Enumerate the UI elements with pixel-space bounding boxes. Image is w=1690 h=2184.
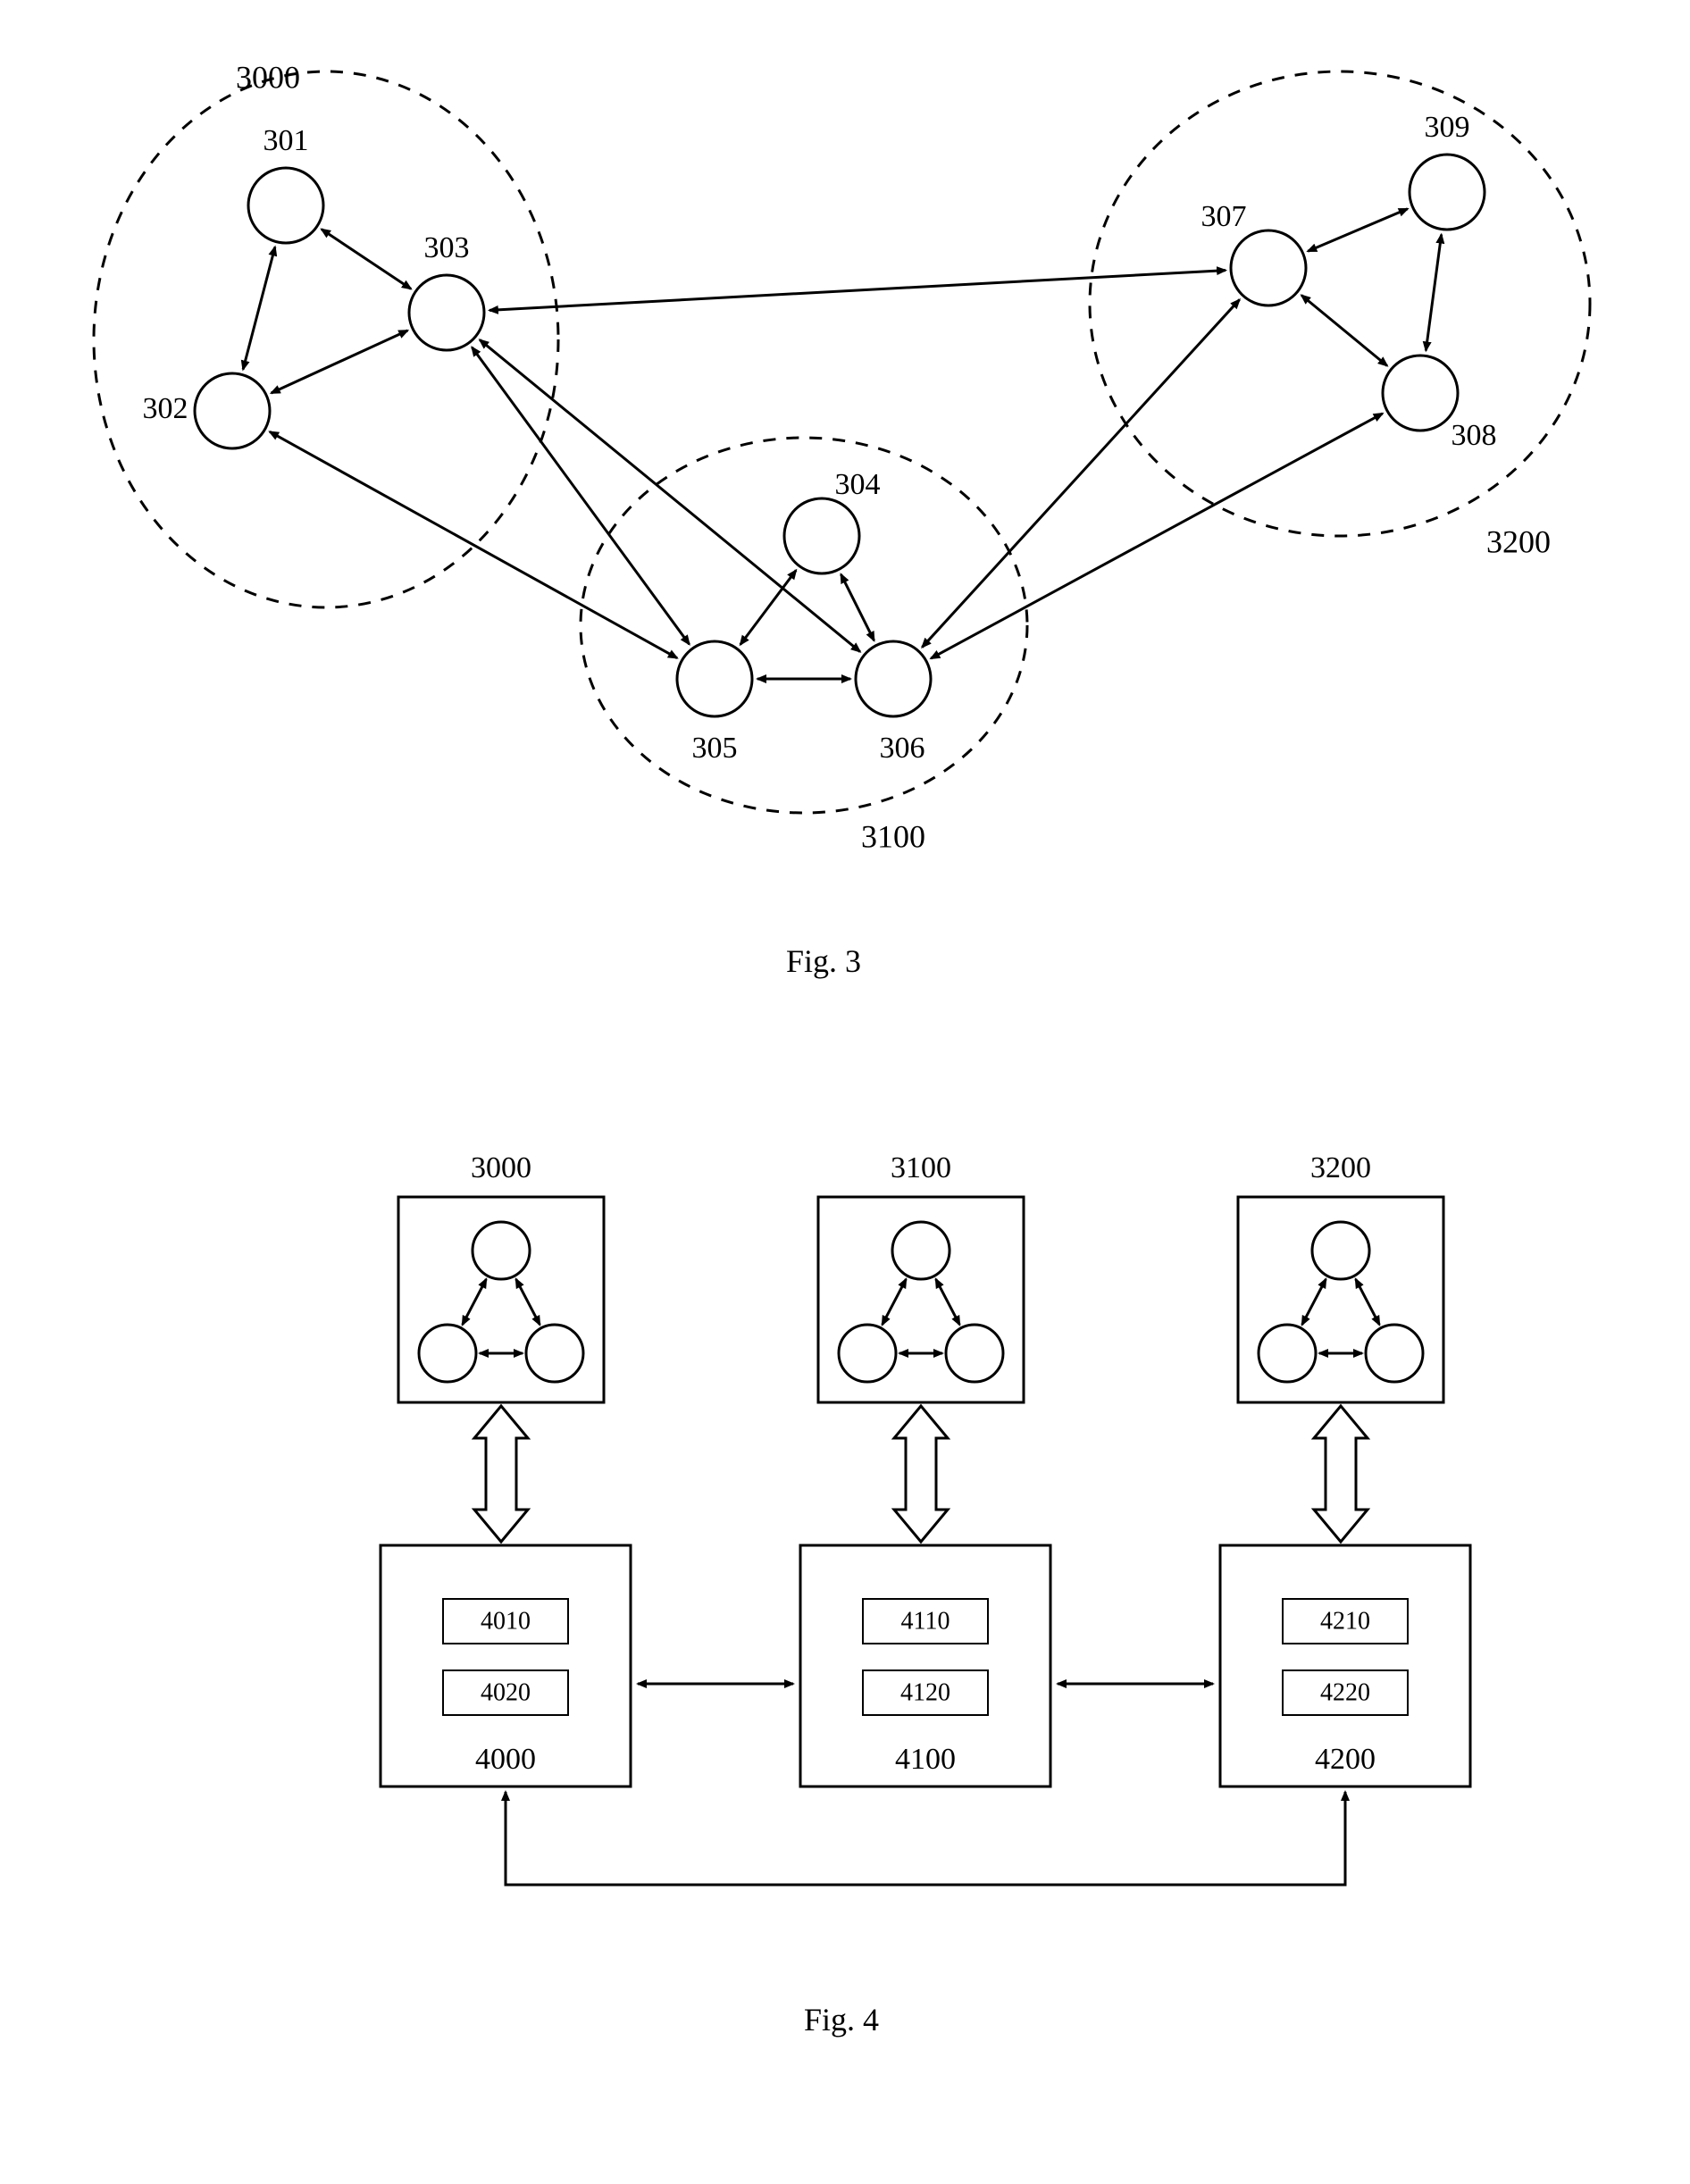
inner-label-4120: 4120 (900, 1678, 950, 1706)
edge-304-305 (740, 570, 796, 644)
edge-303-305 (472, 347, 689, 645)
cluster-3100 (581, 438, 1027, 813)
node-label-304: 304 (835, 468, 881, 501)
node-302 (195, 373, 270, 448)
mini-3200-node (1312, 1222, 1369, 1279)
node-305 (677, 641, 752, 716)
fig3-caption: Fig. 3 (786, 942, 861, 980)
node-307 (1231, 230, 1306, 305)
edge-301-303 (322, 230, 411, 289)
edge-304-306 (841, 574, 874, 640)
block-label-4000: 4000 (475, 1743, 536, 1776)
block-label-4100: 4100 (895, 1743, 956, 1776)
node-309 (1410, 155, 1485, 230)
inner-label-4020: 4020 (481, 1678, 531, 1706)
node-308 (1383, 356, 1458, 431)
edge-307-308 (1301, 296, 1387, 366)
node-label-303: 303 (424, 231, 470, 264)
node-label-309: 309 (1425, 111, 1470, 144)
link-arrow-2 (1314, 1406, 1368, 1542)
inner-label-4110: 4110 (901, 1607, 950, 1635)
inner-label-4210: 4210 (1320, 1607, 1370, 1635)
mini-3200-node (1366, 1325, 1423, 1382)
node-303 (409, 275, 484, 350)
node-label-307: 307 (1201, 200, 1247, 233)
mini-3000-node (419, 1325, 476, 1382)
fig4-caption: Fig. 4 (804, 2001, 879, 2038)
node-label-302: 302 (143, 392, 188, 425)
mini-3000-node (526, 1325, 583, 1382)
mini-3100-node (839, 1325, 896, 1382)
cluster-label-3100: 3100 (891, 1151, 951, 1184)
cluster-label-3000: 3000 (236, 59, 300, 95)
cluster-label-3200: 3200 (1310, 1151, 1371, 1184)
node-label-306: 306 (880, 732, 925, 765)
edge-301-302 (243, 247, 275, 369)
node-301 (248, 168, 323, 243)
cluster-label-3100: 3100 (861, 818, 925, 854)
bottom-bus (506, 1792, 1345, 1885)
edge-307-309 (1308, 209, 1408, 251)
cluster-label-3200: 3200 (1486, 523, 1551, 559)
edge-308-309 (1426, 235, 1441, 351)
mini-3000-node (473, 1222, 530, 1279)
node-label-305: 305 (692, 732, 738, 765)
inner-label-4220: 4220 (1320, 1678, 1370, 1706)
cluster-label-3000: 3000 (471, 1151, 531, 1184)
node-label-301: 301 (264, 124, 309, 157)
mini-3100-node (892, 1222, 950, 1279)
link-arrow-0 (474, 1406, 528, 1542)
mini-3200-node (1259, 1325, 1316, 1382)
edge-302-303 (272, 331, 408, 393)
block-label-4200: 4200 (1315, 1743, 1376, 1776)
node-label-308: 308 (1452, 419, 1497, 452)
node-304 (784, 498, 859, 573)
node-306 (856, 641, 931, 716)
inner-label-4010: 4010 (481, 1607, 531, 1635)
edge-303-307 (489, 271, 1226, 311)
mini-3100-node (946, 1325, 1003, 1382)
edge-306-307 (922, 299, 1239, 647)
edge-303-306 (480, 339, 860, 651)
fig4-diagram: 3000 4010 4020 4000 3100 4110 4120 4100 3200 4210… (89, 1125, 1690, 2019)
fig3-diagram: 3000 3100 3200 301 302 303 304 305 306 307 308 309 (0, 18, 1690, 911)
page: 300031003200301302303304305306307308309 … (0, 0, 1690, 2184)
cluster-3200 (1090, 71, 1590, 536)
link-arrow-1 (894, 1406, 948, 1542)
cluster-3000 (94, 71, 558, 607)
